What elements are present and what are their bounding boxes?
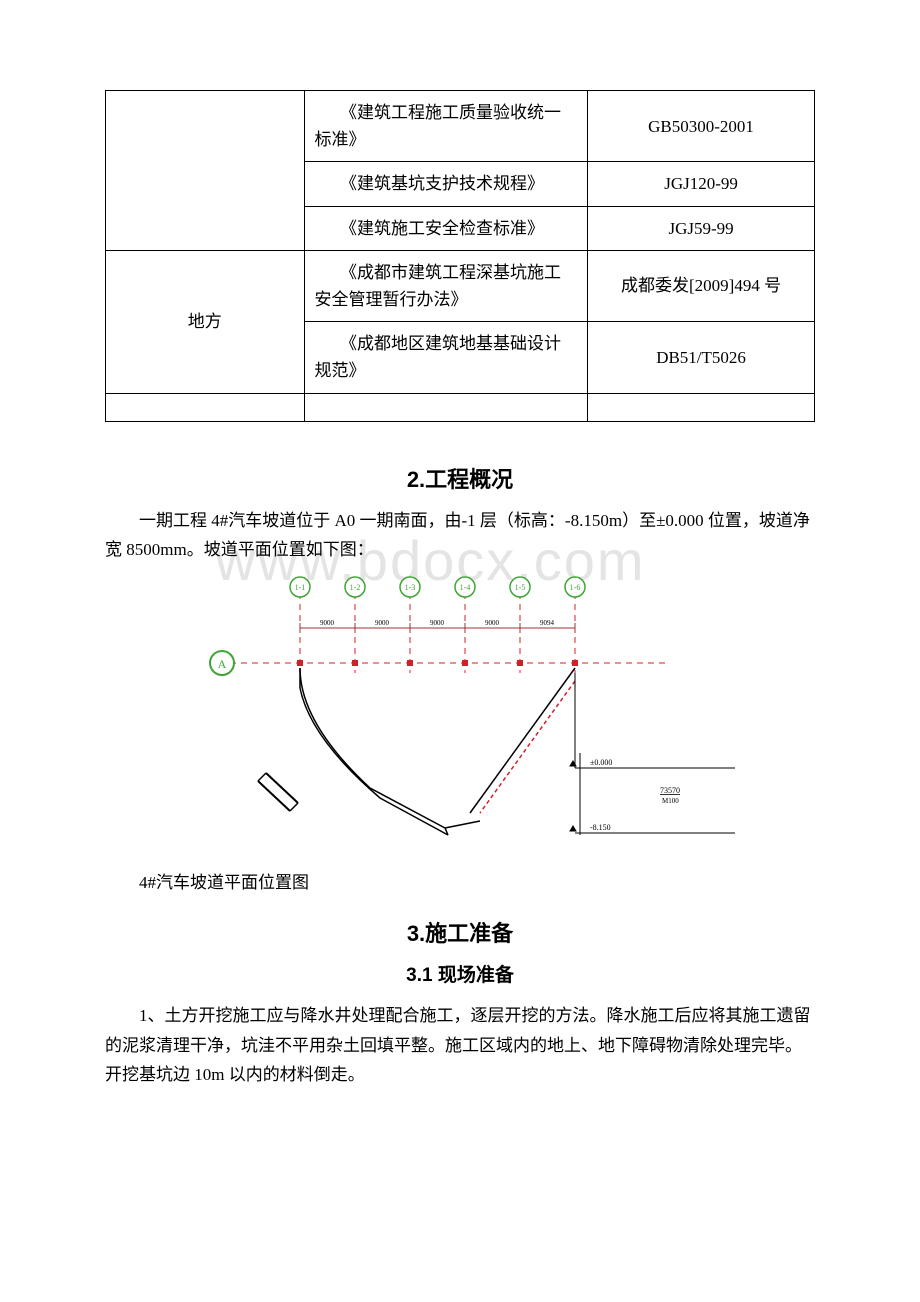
cell-code-1: GB50300-2001 xyxy=(588,91,815,162)
cell-code-3: JGJ59-99 xyxy=(588,206,815,250)
svg-text:9094: 9094 xyxy=(540,619,555,627)
section3-subtitle: 3.1 现场准备 xyxy=(105,960,815,987)
cell-std-4: 《成都市建筑工程深基坑施工安全管理暂行办法》 xyxy=(304,250,588,321)
cell-empty-a xyxy=(106,393,305,421)
standards-table: 《建筑工程施工质量验收统一标准》 GB50300-2001 《建筑基坑支护技术规… xyxy=(105,90,815,422)
svg-text:M100: M100 xyxy=(662,797,679,805)
cell-std-1: 《建筑工程施工质量验收统一标准》 xyxy=(304,91,588,162)
svg-text:9000: 9000 xyxy=(430,619,445,627)
svg-text:1-2: 1-2 xyxy=(350,583,361,592)
section3-title: 3.施工准备 xyxy=(105,916,815,948)
svg-text:1-3: 1-3 xyxy=(405,583,416,592)
svg-text:1-5: 1-5 xyxy=(515,583,526,592)
svg-text:±0.000: ±0.000 xyxy=(590,758,612,767)
svg-text:A: A xyxy=(218,657,227,671)
cell-code-5: DB51/T5026 xyxy=(588,322,815,393)
svg-text:73570: 73570 xyxy=(660,786,680,795)
section2-title: 2.工程概况 xyxy=(105,462,815,494)
svg-text:1-4: 1-4 xyxy=(460,583,471,592)
cell-std-5: 《成都地区建筑地基基础设计规范》 xyxy=(304,322,588,393)
svg-text:9000: 9000 xyxy=(375,619,390,627)
section2-p1: 一期工程 4#汽车坡道位于 A0 一期南面，由-1 层（标高：-8.150m）至… xyxy=(105,506,815,566)
cell-code-4: 成都委发[2009]494 号 xyxy=(588,250,815,321)
diagram-svg: 1-1 1-2 1-3 1-4 1-5 1-6 A xyxy=(180,573,740,853)
plan-diagram: 1-1 1-2 1-3 1-4 1-5 1-6 A xyxy=(105,573,815,858)
svg-text:-8.150: -8.150 xyxy=(590,823,611,832)
svg-text:1-1: 1-1 xyxy=(295,583,306,592)
cell-local: 地方 xyxy=(106,250,305,393)
svg-text:1-6: 1-6 xyxy=(570,583,581,592)
cell-empty-1 xyxy=(106,91,305,251)
svg-text:9000: 9000 xyxy=(485,619,500,627)
cell-std-3: 《建筑施工安全检查标准》 xyxy=(304,206,588,250)
diagram-caption: 4#汽车坡道平面位置图 xyxy=(105,868,815,898)
section3-p1: 1、土方开挖施工应与降水井处理配合施工，逐层开挖的方法。降水施工后应将其施工遗留… xyxy=(105,1001,815,1090)
cell-empty-b xyxy=(304,393,588,421)
svg-text:9000: 9000 xyxy=(320,619,335,627)
cell-code-2: JGJ120-99 xyxy=(588,162,815,206)
cell-std-2: 《建筑基坑支护技术规程》 xyxy=(304,162,588,206)
cell-empty-c xyxy=(588,393,815,421)
